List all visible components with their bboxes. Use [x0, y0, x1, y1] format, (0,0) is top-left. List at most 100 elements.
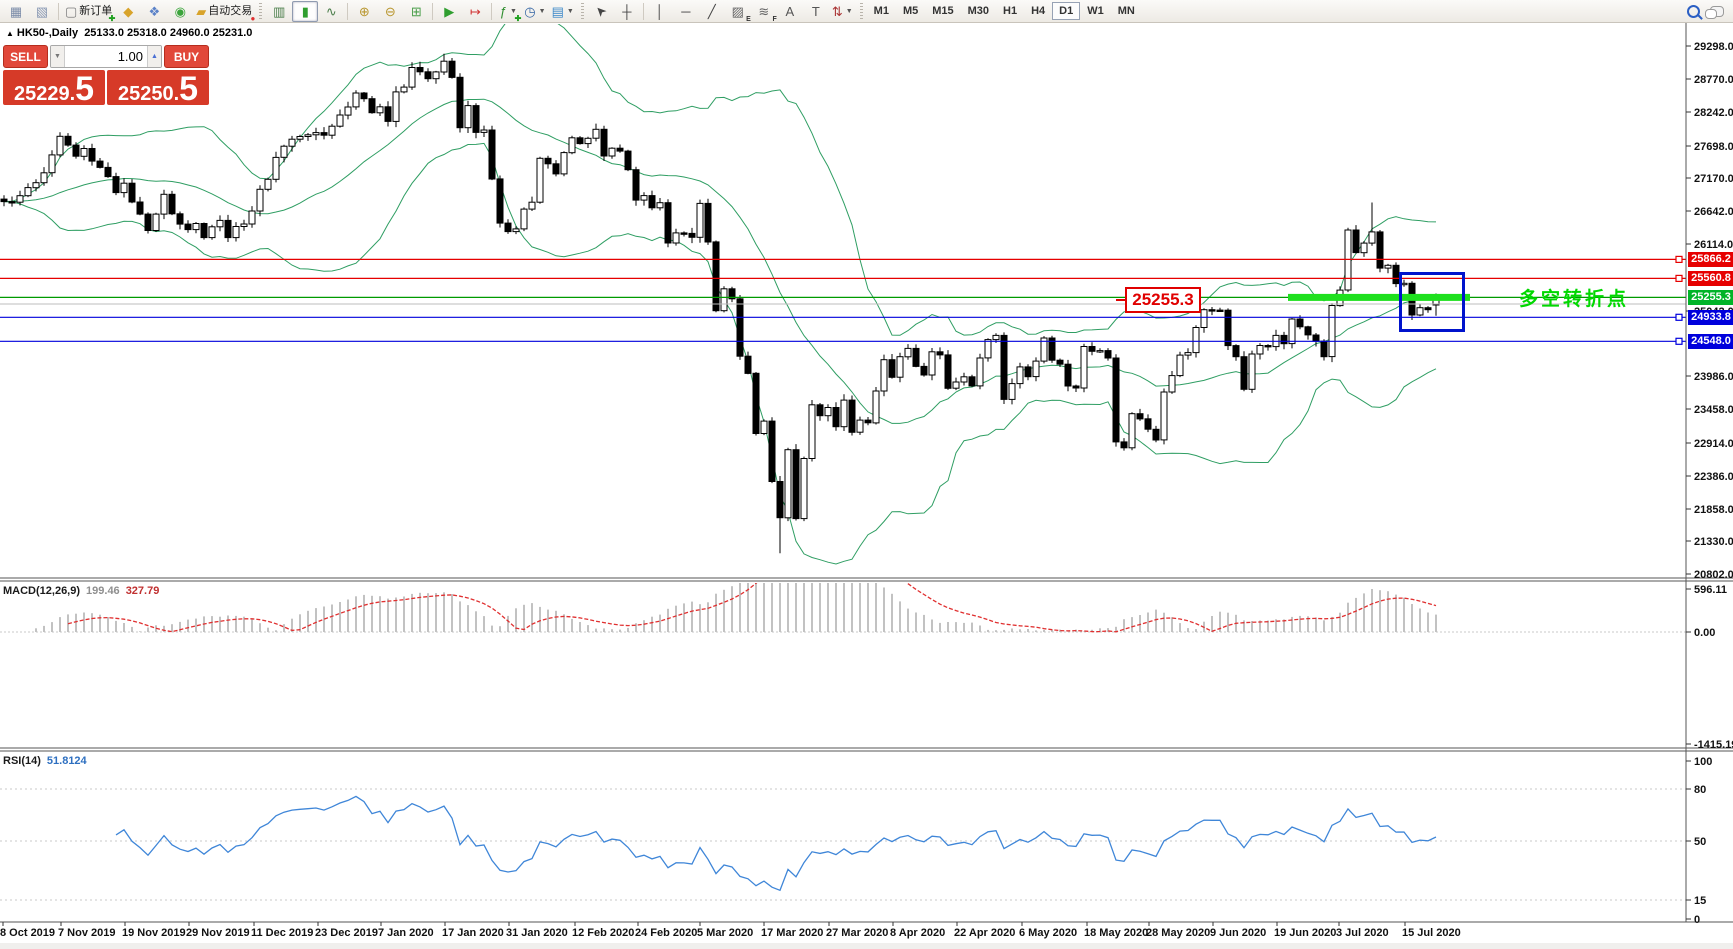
crosshair-glyph: ┼: [622, 3, 632, 19]
chart-profile-icon[interactable]: ▧: [29, 1, 55, 22]
panel-frames: [0, 23, 1733, 923]
timeframe-h4-button[interactable]: H4: [1031, 5, 1046, 17]
price-chart-canvas[interactable]: 29298.0 28770.0 28242.0 27698.0 27170.0 26642…: [0, 23, 1733, 949]
svg-text:31 Jan 2020: 31 Jan 2020: [506, 927, 568, 939]
candlestick-chart-button[interactable]: ▮: [292, 0, 319, 22]
svg-text:11 Dec 2019: 11 Dec 2019: [251, 927, 313, 939]
svg-text:22386.0: 22386.0: [1694, 471, 1733, 483]
rsi-line: [115, 795, 1437, 892]
svg-text:100: 100: [1694, 756, 1712, 768]
timeframe-m30-button[interactable]: M30: [967, 5, 990, 17]
svg-text:21330.0: 21330.0: [1694, 536, 1733, 548]
buy-button[interactable]: BUY: [164, 45, 209, 68]
buy-price[interactable]: 25250. 5: [107, 70, 209, 109]
toolbar-grip[interactable]: [580, 3, 584, 19]
svg-text:23 Dec 2019: 23 Dec 2019: [315, 927, 378, 939]
turning-point-annotation[interactable]: 多空转折点: [1519, 289, 1630, 310]
timeframe-m1-button[interactable]: M1: [873, 5, 889, 17]
toolbar-grip[interactable]: [259, 3, 263, 19]
one-click-trading-panel: SELL ▼ ▲ BUY 25229.5 25250.5: [3, 45, 209, 109]
signals-icon[interactable]: ◉: [167, 1, 193, 22]
horizontal-line-button[interactable]: ─: [673, 1, 699, 22]
new-chart-window-icon[interactable]: ▦: [3, 1, 29, 22]
svg-text:24 Feb 2020: 24 Feb 2020: [635, 927, 697, 939]
svg-text:27 Mar 2020: 27 Mar 2020: [826, 927, 888, 939]
periods-button[interactable]: ◷ ▼: [524, 3, 546, 19]
svg-text:27170.0: 27170.0: [1694, 173, 1733, 185]
svg-text:9 Jun 2020: 9 Jun 2020: [1210, 927, 1266, 939]
svg-text:0.00: 0.00: [1694, 627, 1715, 639]
auto-scroll-button[interactable]: ▶: [436, 1, 462, 22]
line-chart-glyph: ∿: [325, 3, 337, 19]
svg-text:26642.0: 26642.0: [1694, 206, 1733, 218]
sell-price-main: 25229.: [13, 83, 76, 105]
volume-increase-button[interactable]: ▲: [147, 46, 161, 67]
market-watch-icon[interactable]: ◆: [115, 1, 141, 22]
toolbar-grip[interactable]: [859, 3, 863, 19]
arrows-button[interactable]: ⇅ ▼: [831, 3, 853, 19]
timeframe-d1-button[interactable]: D1: [1052, 2, 1081, 20]
highlight-rectangle[interactable]: [1399, 272, 1465, 332]
svg-text:23986.0: 23986.0: [1694, 371, 1733, 383]
sell-button[interactable]: SELL: [3, 45, 48, 68]
text-label-button[interactable]: T: [803, 1, 829, 22]
line-chart-button[interactable]: ∿: [318, 1, 344, 22]
date-axis: 8 Oct 2019 7 Nov 2019 19 Nov 2019 29 Nov 20…: [0, 922, 1461, 939]
price-callout-label[interactable]: 25255.3: [1116, 287, 1201, 313]
svg-text:596.11: 596.11: [1694, 584, 1727, 596]
chat-icon[interactable]: [1705, 5, 1724, 19]
price-line-label: 25255.3: [1688, 290, 1733, 305]
volume-input[interactable]: [65, 46, 147, 67]
toolbar-separator: [491, 2, 493, 20]
timeframe-m5-button[interactable]: M5: [902, 5, 919, 17]
timeframe-h1-button[interactable]: H1: [1003, 5, 1018, 17]
text-label-glyph: T: [811, 3, 820, 19]
tile-windows-button[interactable]: ⊞: [403, 1, 429, 22]
svg-text:7 Jan 2020: 7 Jan 2020: [378, 927, 434, 939]
price-line-label: 24933.8: [1688, 310, 1733, 325]
rsi-indicator-label: RSI(14) 51.8124: [3, 755, 87, 767]
bar-chart-glyph: ▥: [273, 3, 286, 19]
crosshair-button[interactable]: ┼: [614, 1, 640, 22]
search-icon[interactable]: [1687, 4, 1700, 18]
navigator-icon[interactable]: ❖: [141, 1, 167, 22]
trendline-button[interactable]: ╱: [699, 1, 725, 22]
chart-shift-button[interactable]: ↦: [462, 1, 488, 22]
new-order-button[interactable]: ▢ ✚ 新订单: [65, 3, 116, 23]
thick-support-line[interactable]: [1288, 293, 1470, 301]
trendline-glyph: ╱: [707, 3, 716, 19]
chart-symbol-title: ▲ HK50-,Daily 25133.0 25318.0 24960.0 252…: [6, 27, 252, 39]
svg-text:29 Nov 2019: 29 Nov 2019: [186, 927, 250, 939]
candlestick-series: [0, 53, 1440, 554]
timeframe-m15-button[interactable]: M15: [932, 5, 954, 17]
timeframe-mn-button[interactable]: MN: [1117, 5, 1135, 17]
zoom-in-button[interactable]: ⊕: [351, 1, 377, 22]
ohlc-values: 25133.0 25318.0 24960.0 25231.0: [84, 27, 253, 39]
toolbar-separator: [432, 2, 434, 20]
svg-text:8 Apr 2020: 8 Apr 2020: [890, 927, 945, 939]
zoom-out-button[interactable]: ⊖: [377, 1, 403, 22]
vertical-line-button[interactable]: │: [647, 1, 673, 22]
periods-glyph: ◷: [524, 3, 536, 19]
svg-text:17 Jan 2020: 17 Jan 2020: [442, 927, 504, 939]
text-button[interactable]: A: [777, 1, 803, 22]
bar-chart-button[interactable]: ▥: [266, 1, 292, 22]
svg-text:5 Mar 2020: 5 Mar 2020: [697, 927, 753, 939]
tile-windows-glyph: ⊞: [410, 3, 422, 19]
autotrading-button[interactable]: ▰ ● 自动交易: [196, 3, 256, 23]
cursor-button[interactable]: ➤: [588, 1, 614, 22]
templates-button[interactable]: ▤ ▼: [551, 3, 574, 19]
svg-text:28 May 2020: 28 May 2020: [1146, 927, 1210, 939]
svg-text:20802.0: 20802.0: [1694, 569, 1733, 581]
fibonacci-button[interactable]: ≋ F: [758, 3, 777, 23]
indicators-button[interactable]: ƒ ✚ ▼: [499, 3, 522, 23]
timeframe-w1-button[interactable]: W1: [1087, 5, 1104, 17]
sell-price[interactable]: 25229. 5: [3, 70, 105, 106]
svg-text:-1415.19: -1415.19: [1694, 739, 1733, 751]
equidistant-channel-button[interactable]: ▨ E: [731, 3, 751, 23]
signals-icon-glyph: ◉: [174, 3, 186, 19]
volume-decrease-button[interactable]: ▼: [51, 46, 65, 67]
buy-price-pips: 5: [179, 70, 199, 109]
chart-window: 29298.0 28770.0 28242.0 27698.0 27170.0 26642…: [0, 23, 1733, 949]
svg-text:0: 0: [1694, 914, 1700, 926]
